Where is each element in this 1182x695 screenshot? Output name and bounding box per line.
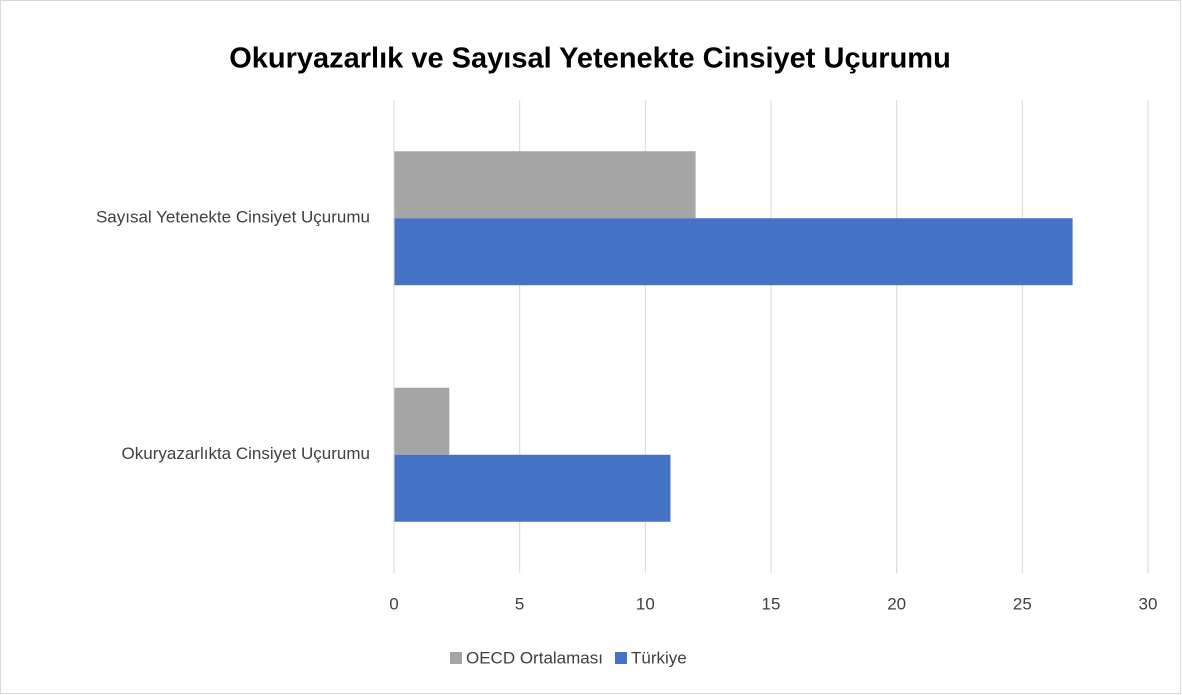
- x-tick-label: 0: [389, 594, 398, 613]
- x-tick-label: 25: [1013, 594, 1032, 613]
- x-tick-label: 15: [762, 594, 781, 613]
- legend-label: Türkiye: [631, 648, 687, 667]
- legend-swatch: [614, 652, 627, 664]
- x-tick-label: 5: [515, 594, 524, 613]
- y-tick-label: Okuryazarlıkta Cinsiyet Uçurumu: [122, 444, 370, 463]
- legend-label: OECD Ortalaması: [466, 648, 603, 667]
- bar: [394, 218, 1073, 286]
- x-tick-label: 20: [887, 594, 906, 613]
- x-tick-label: 10: [636, 594, 655, 613]
- chart-title: Okuryazarlık ve Sayısal Yetenekte Cinsiy…: [229, 43, 951, 75]
- bar: [394, 387, 450, 455]
- legend-swatch: [450, 652, 462, 664]
- bar: [394, 454, 671, 522]
- x-tick-label: 30: [1139, 594, 1158, 613]
- bar: [394, 151, 696, 219]
- y-tick-label: Sayısal Yetenekte Cinsiyet Uçurumu: [96, 208, 370, 227]
